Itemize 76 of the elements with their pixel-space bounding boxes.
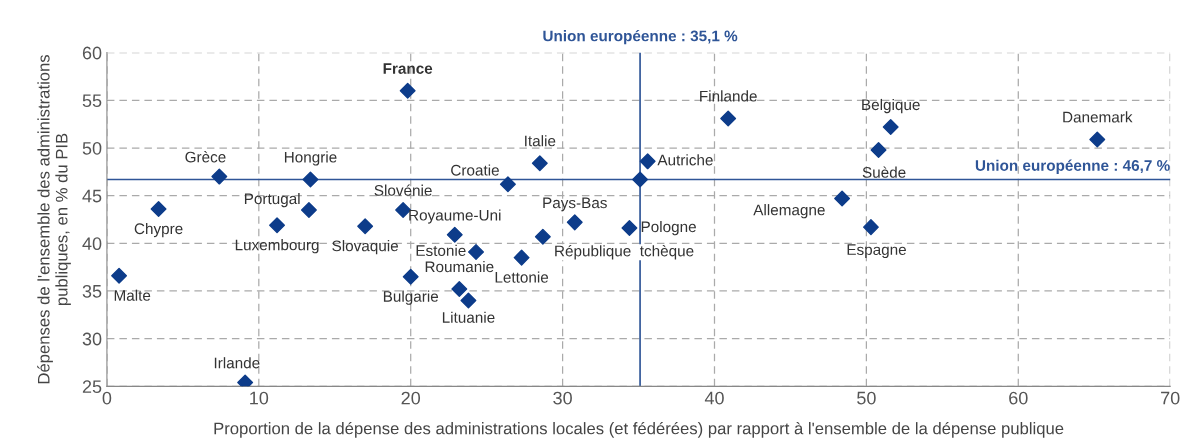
point: [834, 190, 851, 207]
point: [300, 201, 317, 218]
ref-line-label: Union européenne : 35,1 %: [543, 29, 738, 45]
y-tick-label: 60: [82, 46, 102, 60]
point: [357, 218, 374, 235]
point: [446, 226, 463, 243]
annotation: Croatie: [451, 164, 499, 176]
y-tick-label: 40: [82, 237, 102, 251]
x-axis-title: Proportion de la dépense des administrations locales (et fédérées) par rapport à l'ensemble de la dépense publique: [214, 421, 1064, 438]
annotation: Malte: [114, 289, 151, 301]
annotation: Allemagne: [753, 204, 825, 219]
y-tick-label: 25: [82, 380, 102, 394]
annotation: Luxembourg: [235, 239, 319, 254]
point: [513, 249, 530, 266]
point: [211, 168, 228, 185]
point: [302, 171, 319, 188]
annotation: Portugal: [244, 192, 300, 208]
x-tick-label: 70: [1161, 391, 1180, 405]
point: [468, 243, 485, 260]
point: [499, 176, 516, 193]
x-tick-label: 0: [102, 391, 112, 405]
point: [451, 281, 468, 298]
annotation: Hongrie: [284, 151, 337, 166]
point: [632, 171, 649, 188]
point: [534, 228, 551, 245]
point: [870, 141, 887, 158]
annotation: Estonie: [416, 244, 466, 257]
annotation: Pologne: [641, 220, 696, 236]
y-tick-label: 50: [82, 141, 102, 155]
x-tick-label: 10: [250, 391, 269, 405]
point: [460, 292, 477, 309]
point: [111, 267, 128, 284]
point: [566, 214, 583, 231]
point: [882, 119, 899, 136]
annotation: Pays-Bas: [543, 197, 607, 212]
point: [402, 268, 419, 285]
annotation: Lettonie: [495, 271, 549, 283]
annotation: Roumanie: [425, 260, 494, 273]
annotation: Espagne: [847, 244, 906, 259]
annotation: Irlande: [214, 357, 260, 369]
annotation: République tchèque: [555, 244, 694, 260]
point: [269, 217, 286, 234]
y-tick-label: 55: [82, 94, 102, 108]
annotation: Bulgarie: [383, 290, 439, 305]
point: [237, 374, 254, 387]
point: [639, 153, 656, 170]
annotation: Grèce: [185, 151, 226, 163]
point: [720, 110, 737, 127]
y-tick-label: 45: [82, 189, 102, 203]
annotation: Slovénie: [374, 184, 432, 196]
point: [150, 201, 167, 217]
annotation: Slovaquie: [332, 240, 399, 255]
annotation: Finlande: [700, 90, 757, 102]
point: [399, 82, 416, 99]
annotation: Autriche: [657, 154, 713, 166]
annotation: Chypre: [134, 222, 183, 238]
point: [621, 220, 638, 237]
x-tick-label: 50: [857, 391, 876, 405]
annotation: France: [383, 63, 433, 74]
y-axis-title: Dépenses de l'ensemble des administrations publiques, en % du PIB: [37, 54, 71, 384]
annotation: Italie: [525, 135, 556, 147]
point: [531, 155, 548, 172]
annotation: Suède: [862, 166, 906, 178]
annotation: Danemark: [1063, 111, 1133, 123]
x-tick-label: 20: [401, 391, 421, 405]
annotation: Lituanie: [442, 311, 495, 323]
annotation: Royaume-Uni: [409, 209, 501, 224]
x-tick-label: 40: [704, 391, 724, 405]
x-tick-label: 30: [553, 391, 572, 405]
point: [862, 219, 879, 236]
y-tick-label: 35: [82, 284, 102, 298]
annotation: Belgique: [862, 98, 920, 114]
y-tick-label: 30: [82, 332, 102, 346]
x-tick-label: 60: [1009, 391, 1028, 405]
point: [1089, 131, 1106, 148]
ref-line-label: Union européenne : 46,7 %: [975, 159, 1170, 174]
